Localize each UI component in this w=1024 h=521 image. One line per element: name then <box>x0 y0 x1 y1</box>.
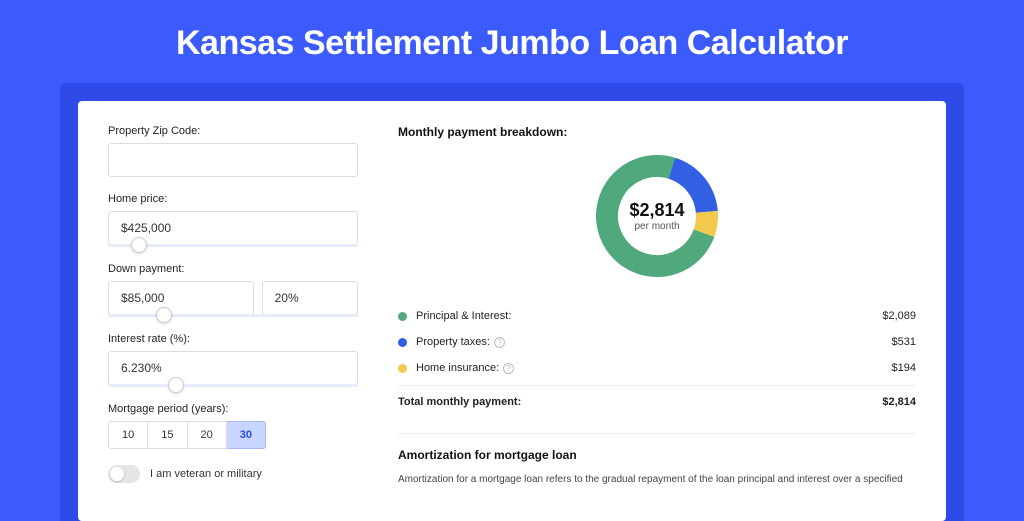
home-price-slider[interactable] <box>108 244 358 247</box>
mortgage-period-buttons: 10152030 <box>108 421 358 449</box>
breakdown-panel: Monthly payment breakdown: $2,814 per mo… <box>398 125 916 521</box>
amortization-text: Amortization for a mortgage loan refers … <box>398 472 916 487</box>
zip-field: Property Zip Code: <box>108 125 358 177</box>
down-payment-label: Down payment: <box>108 263 358 275</box>
breakdown-line: Property taxes:?$531 <box>398 329 916 355</box>
mortgage-period-label: Mortgage period (years): <box>108 403 358 415</box>
breakdown-total-line: Total monthly payment:$2,814 <box>398 385 916 415</box>
period-button-20[interactable]: 20 <box>188 421 227 449</box>
down-payment-slider-thumb[interactable] <box>156 307 172 323</box>
donut-chart: $2,814 per month <box>592 151 722 281</box>
breakdown-line: Principal & Interest:$2,089 <box>398 303 916 329</box>
info-icon[interactable]: ? <box>494 337 505 348</box>
interest-rate-label: Interest rate (%): <box>108 333 358 345</box>
period-button-15[interactable]: 15 <box>148 421 187 449</box>
down-payment-pct-input[interactable] <box>262 281 358 315</box>
breakdown-line-value: $531 <box>892 336 916 348</box>
breakdown-line-label: Property taxes:? <box>416 336 892 348</box>
card-wrapper: Property Zip Code: Home price: Down paym… <box>60 83 964 521</box>
amortization-title: Amortization for mortgage loan <box>398 448 916 462</box>
amortization-section: Amortization for mortgage loan Amortizat… <box>398 433 916 487</box>
down-payment-slider[interactable] <box>108 314 358 317</box>
breakdown-total-label: Total monthly payment: <box>398 396 882 408</box>
zip-input[interactable] <box>108 143 358 177</box>
info-icon[interactable]: ? <box>503 363 514 374</box>
down-payment-amount-input[interactable] <box>108 281 254 315</box>
interest-rate-slider[interactable] <box>108 384 358 387</box>
donut-amount: $2,814 <box>629 200 684 221</box>
breakdown-line-value: $194 <box>892 362 916 374</box>
veteran-toggle[interactable] <box>108 465 140 483</box>
donut-wrap: $2,814 per month <box>398 151 916 281</box>
mortgage-period-field: Mortgage period (years): 10152030 <box>108 403 358 449</box>
breakdown-line-value: $2,089 <box>882 310 916 322</box>
interest-rate-field: Interest rate (%): <box>108 333 358 387</box>
donut-sub: per month <box>634 221 679 232</box>
page-title: Kansas Settlement Jumbo Loan Calculator <box>0 0 1024 83</box>
interest-rate-input[interactable] <box>108 351 358 385</box>
breakdown-line: Home insurance:?$194 <box>398 355 916 381</box>
period-button-10[interactable]: 10 <box>108 421 148 449</box>
home-price-label: Home price: <box>108 193 358 205</box>
donut-center: $2,814 per month <box>592 151 722 281</box>
home-price-slider-thumb[interactable] <box>131 237 147 253</box>
legend-dot-icon <box>398 338 407 347</box>
legend-dot-icon <box>398 364 407 373</box>
home-price-field: Home price: <box>108 193 358 247</box>
zip-label: Property Zip Code: <box>108 125 358 137</box>
breakdown-total-value: $2,814 <box>882 396 916 408</box>
calculator-card: Property Zip Code: Home price: Down paym… <box>78 101 946 521</box>
veteran-row: I am veteran or military <box>108 465 358 483</box>
veteran-label: I am veteran or military <box>150 468 262 480</box>
down-payment-field: Down payment: <box>108 263 358 317</box>
breakdown-line-label: Principal & Interest: <box>416 310 882 322</box>
form-panel: Property Zip Code: Home price: Down paym… <box>108 125 358 521</box>
breakdown-title: Monthly payment breakdown: <box>398 125 916 139</box>
period-button-30[interactable]: 30 <box>227 421 266 449</box>
legend-dot-icon <box>398 312 407 321</box>
line-items: Principal & Interest:$2,089Property taxe… <box>398 303 916 415</box>
breakdown-line-label: Home insurance:? <box>416 362 892 374</box>
interest-rate-slider-thumb[interactable] <box>168 377 184 393</box>
